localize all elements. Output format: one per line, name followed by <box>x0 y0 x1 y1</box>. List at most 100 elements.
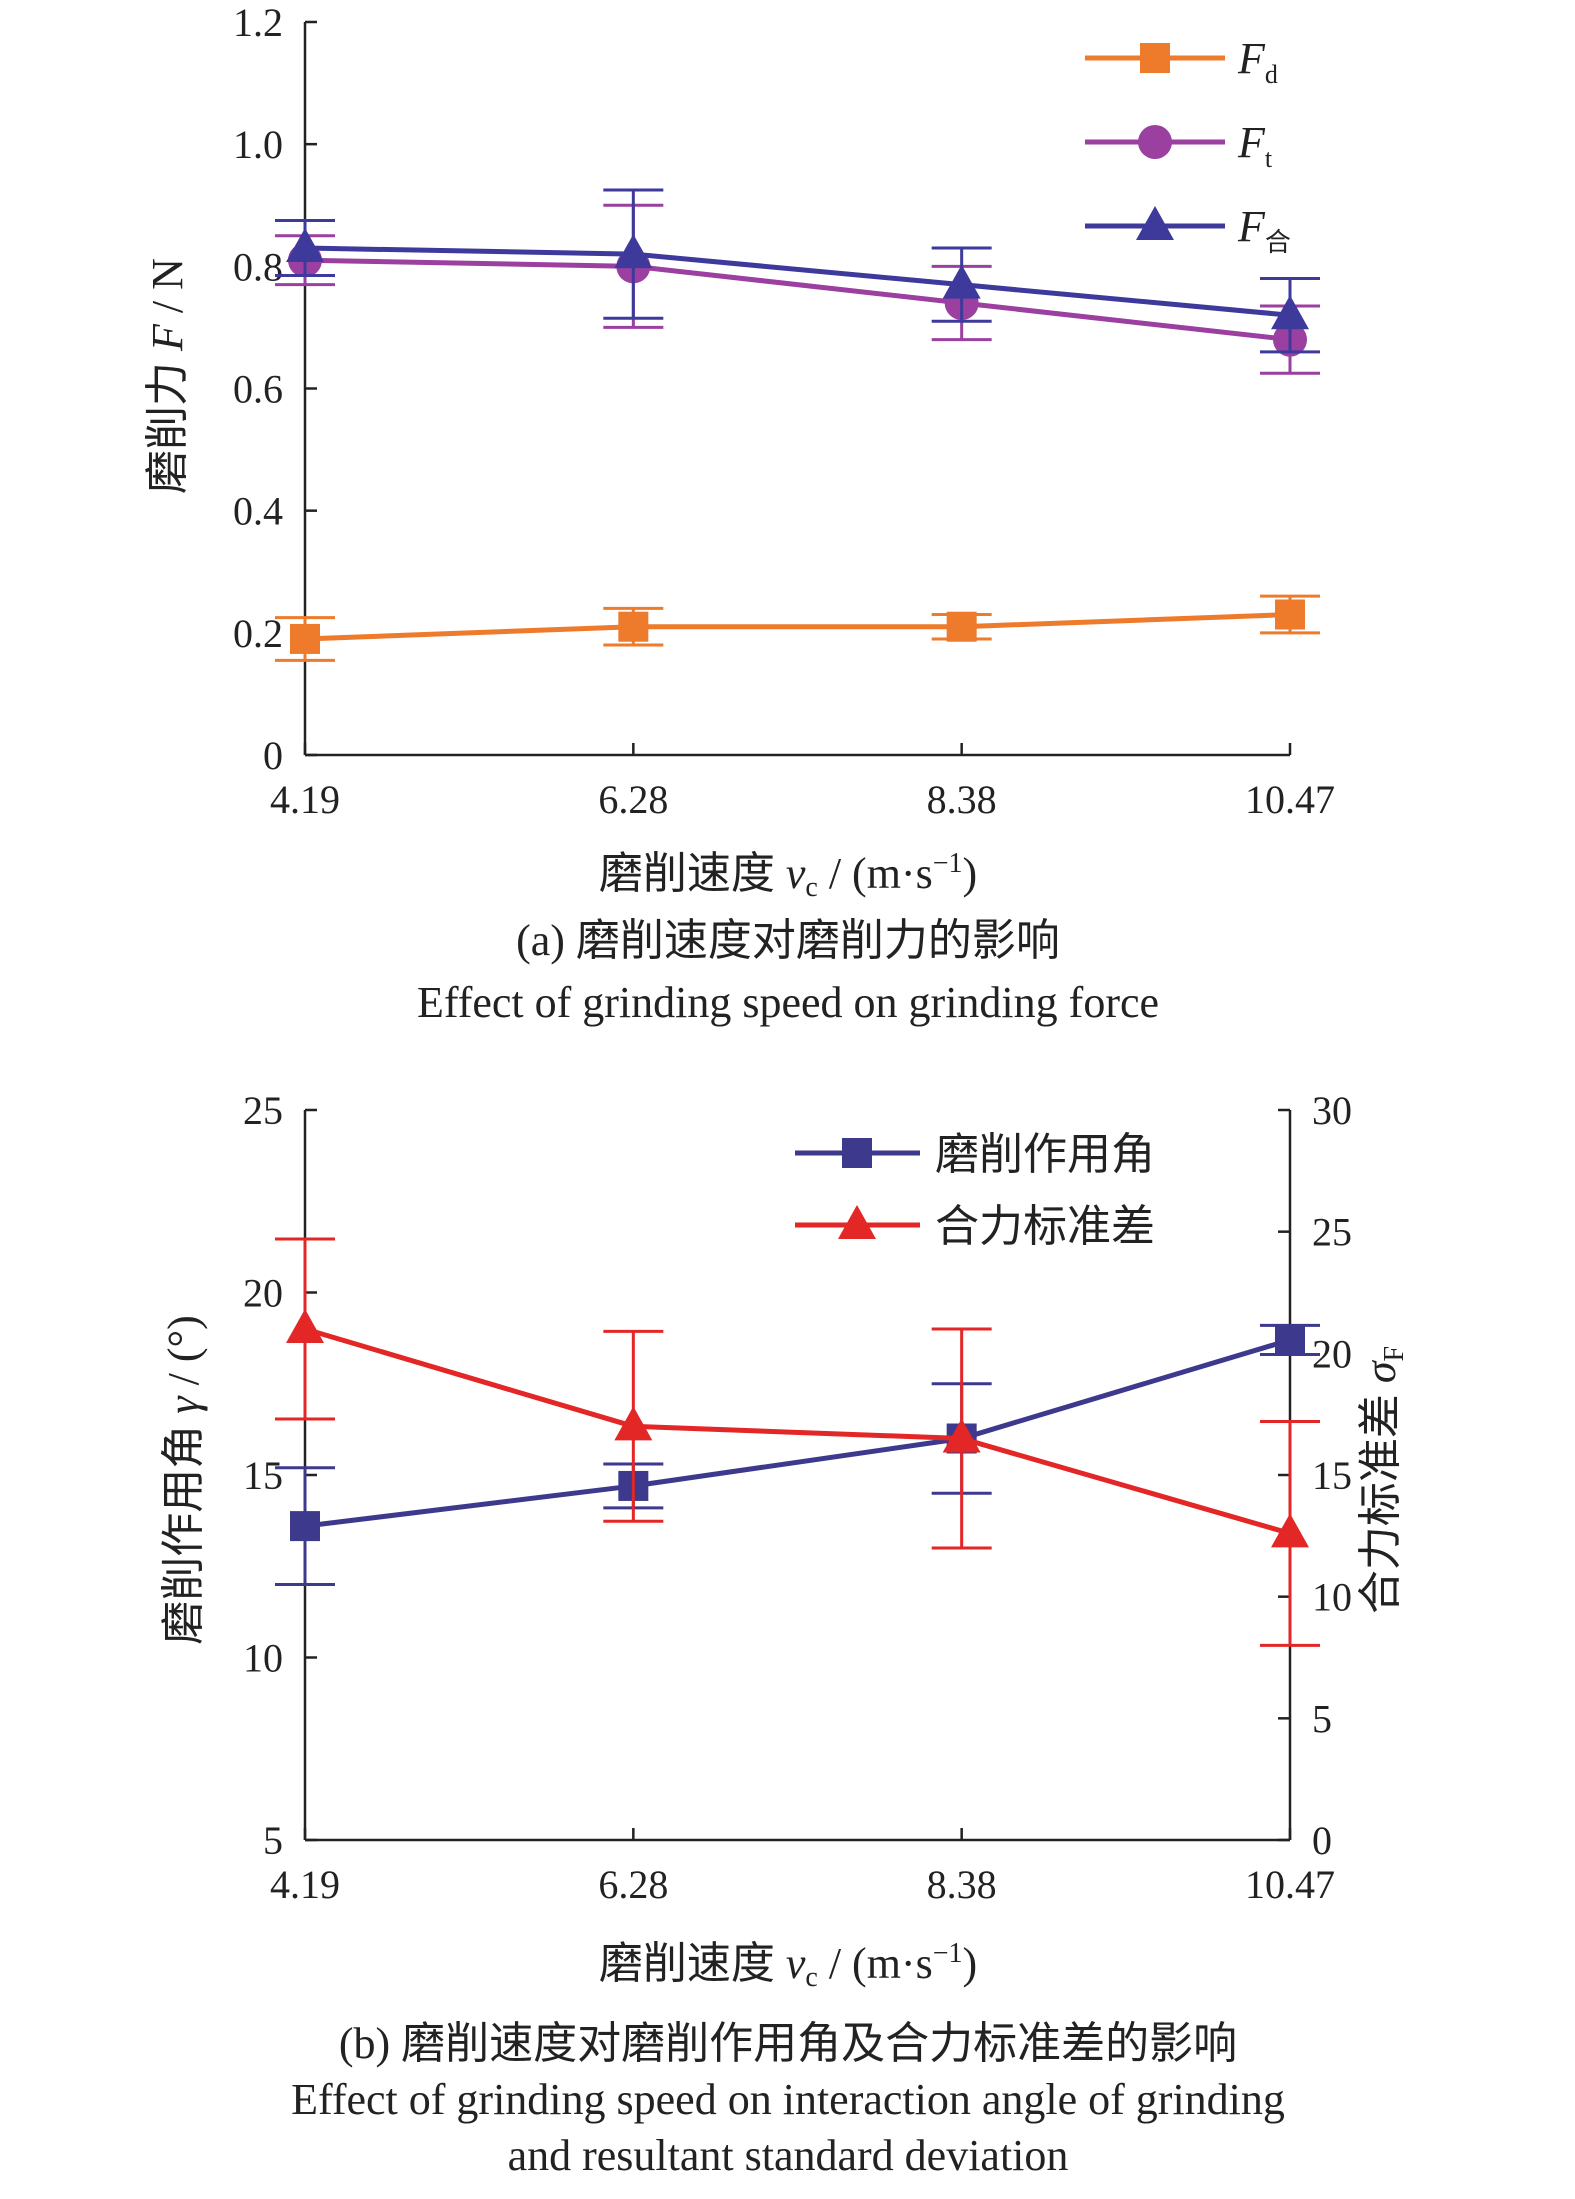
chart-a-legend-label-var: F <box>1237 202 1266 251</box>
chart-b-x-tick-label: 6.28 <box>598 1862 668 1907</box>
chart-a-series-d <box>275 594 1320 662</box>
chart-b-legend-item-std: 合力标准差 <box>795 1202 1155 1251</box>
chart-a-legend-item-t: Ft <box>1085 118 1273 173</box>
chart-b-legend-item-angle: 磨削作用角 <box>795 1130 1155 1179</box>
chart-b-left-tick-label: 20 <box>243 1271 283 1316</box>
chart-b-right-axis-title: 合力标准差 σF <box>1356 1346 1410 1614</box>
chart-a-x-axis-title: 磨削速度 vc / (m·s−1) <box>599 848 977 903</box>
chart-b-left-axis-title-var: γ <box>159 1395 208 1414</box>
chart-a-y-tick-label: 0 <box>263 733 283 778</box>
chart-a-point-d <box>1275 599 1305 630</box>
chart-a-legend-label: Fd <box>1237 34 1278 89</box>
chart-b-point-std <box>286 1309 324 1343</box>
chart-b-series-std <box>275 1237 1320 1647</box>
chart-b-legend-label: 合力标准差 <box>935 1202 1155 1251</box>
chart-b-caption-en-line1: Effect of grinding speed on interaction … <box>291 2075 1285 2124</box>
chart-a-point-d <box>946 611 977 642</box>
chart-b-left-tick-label: 25 <box>243 1088 283 1133</box>
chart-a-x-axis-title-var: v <box>786 849 806 898</box>
chart-b-left-axis-title-unit: / (°) <box>159 1315 208 1396</box>
chart-b-right-tick-label: 10 <box>1312 1575 1352 1620</box>
chart-b-x-axis-title-unit: / (m·s <box>818 1939 933 1988</box>
chart-b-legend-label: 磨削作用角 <box>935 1130 1155 1179</box>
chart-b-series-angle <box>275 1323 1320 1586</box>
chart-a-legend-item-d: Fd <box>1085 34 1278 89</box>
chart-a-legend-marker <box>1138 125 1172 159</box>
chart-a-y-tick-label: 0.4 <box>233 489 283 534</box>
chart-a-y-axis-title-unit: / N <box>143 258 192 324</box>
chart-a-legend-label-sub: d <box>1265 60 1278 89</box>
chart-b-left-tick-label: 15 <box>243 1453 283 1498</box>
chart-a-point-d <box>618 611 649 642</box>
chart-a-legend-marker <box>1140 43 1170 73</box>
chart-b-x-axis-title: 磨削速度 vc / (m·s−1) <box>599 1938 977 1993</box>
chart-a-line-t <box>304 257 1291 343</box>
chart-a-point-合 <box>942 264 981 299</box>
chart-b-point-std <box>614 1406 653 1441</box>
chart-b-series <box>275 1237 1320 1647</box>
chart-b-right-tick-label: 0 <box>1312 1818 1332 1863</box>
chart-b-point-std <box>942 1418 981 1453</box>
chart-b-left-tick-label: 10 <box>243 1636 283 1681</box>
chart-a-y-tick-label: 1.2 <box>233 0 283 45</box>
chart-b-x-axis-title-main: 磨削速度 <box>599 1939 786 1988</box>
chart-b-point-std <box>1271 1513 1309 1548</box>
chart-b-x-tick-label: 10.47 <box>1245 1862 1335 1907</box>
chart-b-right-tick-label: 5 <box>1312 1696 1332 1741</box>
chart-b-x-tick-label: 4.19 <box>270 1862 340 1907</box>
chart-b-right-tick-label: 25 <box>1312 1210 1352 1255</box>
chart-a-x-axis-title-exp: −1 <box>933 848 963 879</box>
chart-b-right-tick-label: 30 <box>1312 1088 1352 1133</box>
chart-a-x-axis-title-close: ) <box>963 849 978 898</box>
chart-b-x-axis-title-close: ) <box>963 1939 978 1988</box>
chart-a-y-axis-title-var: F <box>143 323 192 352</box>
chart-a-point-合 <box>614 234 653 269</box>
chart-b-left-axis-title-main: 磨削作用角 <box>159 1414 208 1645</box>
chart-a-legend-label-sub: 合 <box>1265 228 1291 257</box>
chart-b-left-axis-title: 磨削作用角 γ / (°) <box>159 1315 208 1644</box>
chart-b-point-angle <box>290 1511 320 1542</box>
chart-a-tick-labels: 0 0.2 0.4 0.6 0.8 1.0 1.2 4.19 6.28 8.38 10.47 <box>233 0 1335 822</box>
chart-b-x-axis-title-exp: −1 <box>933 1938 963 1969</box>
chart-a-legend-label-var: F <box>1237 118 1266 167</box>
chart-b-x-tick-label: 8.38 <box>927 1862 997 1907</box>
chart-a-series <box>275 188 1320 662</box>
chart-a-y-axis-title: 磨削力 F / N <box>143 258 192 494</box>
chart-b-right-axis-title-var: σ <box>1356 1359 1405 1383</box>
chart-a-y-tick-label: 0.8 <box>233 244 283 289</box>
chart-b-point-angle <box>1275 1324 1305 1355</box>
chart-b-caption-en-line2: and resultant standard deviation <box>508 2131 1069 2180</box>
chart-a-legend-label-var: F <box>1237 34 1266 83</box>
chart-a-legend-label-sub: t <box>1265 144 1273 173</box>
chart-a-x-axis-title-unit: / (m·s <box>818 849 933 898</box>
chart-b-right-axis-title-main: 合力标准差 <box>1356 1383 1405 1614</box>
chart-a-series-合 <box>275 188 1320 354</box>
chart-a-y-tick-label: 0.6 <box>233 367 283 412</box>
chart-b-left-tick-label: 5 <box>263 1818 283 1863</box>
chart-a-x-axis-title-sub: c <box>805 872 817 903</box>
chart-a-legend-marker <box>1136 206 1174 240</box>
chart-a-line-合 <box>304 245 1291 318</box>
chart-a-x-tick-label: 8.38 <box>927 777 997 822</box>
chart-a-caption-en: Effect of grinding speed on grinding for… <box>417 978 1159 1027</box>
chart-b-x-axis-title-sub: c <box>805 1962 817 1993</box>
chart-b-right-axis-title-sub: F <box>1379 1346 1410 1362</box>
chart-a-y-tick-label: 1.0 <box>233 122 283 167</box>
chart-b-legend-marker <box>838 1205 876 1239</box>
chart-b-right-tick-label: 15 <box>1312 1453 1352 1498</box>
chart-a-x-axis-title-main: 磨削速度 <box>599 849 786 898</box>
chart-a-line-d <box>304 612 1291 642</box>
chart-a-point-合 <box>1271 295 1309 330</box>
chart-b-line-angle <box>304 1337 1291 1529</box>
chart-b-caption-cn: (b) 磨削速度对磨削作用角及合力标准差的影响 <box>339 2019 1237 2068</box>
chart-a-x-tick-label: 6.28 <box>598 777 668 822</box>
chart-b-legend-marker <box>842 1138 872 1168</box>
chart-a-x-tick-label: 4.19 <box>270 777 340 822</box>
chart-a-y-axis-title-main: 磨削力 <box>143 351 192 494</box>
chart-a-legend-label: F合 <box>1237 202 1291 257</box>
chart-a-y-tick-label: 0.2 <box>233 611 283 656</box>
